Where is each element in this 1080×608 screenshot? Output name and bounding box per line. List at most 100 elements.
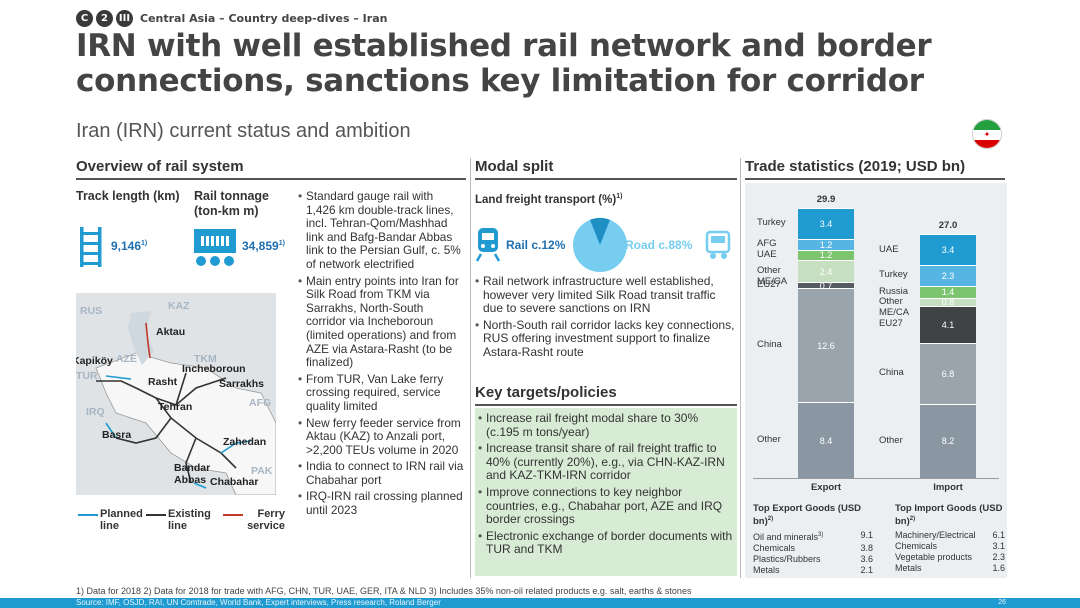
breadcrumb: C 2 III Central Asia – Country deep-dive…	[76, 9, 387, 27]
list-item: Improve connections to key neighbor coun…	[478, 485, 734, 527]
list-item: India to connect to IRN rail via Chabaha…	[298, 459, 466, 487]
list-item: Electronic exchange of border documents …	[478, 529, 734, 557]
list-item: Increase transit share of rail freight t…	[478, 441, 734, 483]
map-city: Bandar Abbas	[174, 462, 211, 486]
map-city: Zahedan	[223, 436, 267, 448]
export-segment: 3.4	[798, 208, 854, 239]
import-segment-label: Other	[879, 434, 903, 446]
freight-wagon-icon	[194, 229, 236, 266]
export-segment: 0.7	[798, 281, 854, 291]
map-country: TKM	[194, 353, 217, 365]
map-country: RUS	[80, 305, 103, 317]
top-import-goods: Top Import Goods (USD bn)2) Machinery/El…	[895, 503, 1005, 574]
map-country: IRQ	[86, 406, 105, 418]
modal-pie-chart	[573, 218, 627, 272]
top-export-goods: Top Export Goods (USD bn)2) Oil and mine…	[753, 503, 873, 576]
import-segment: 2.3	[920, 264, 976, 286]
rail-tonnage-value: 34,8591)	[242, 239, 285, 253]
import-segment-label: UAE	[879, 243, 899, 255]
map-city: Basra	[102, 429, 132, 441]
map-country: AFG	[249, 397, 272, 409]
list-item: Chemicals 3.8	[753, 543, 873, 554]
export-segment-label: EU27	[757, 279, 781, 291]
rail-tonnage-label: Rail tonnage (ton-km m)	[194, 189, 270, 218]
source-text: Source: IMF, OSJD, RAI, UN Comtrade, Wor…	[76, 598, 441, 607]
export-segment-label: Other ME/CA	[757, 265, 788, 288]
road-share-label: Road c.88%	[625, 238, 693, 252]
targets-divider	[475, 404, 737, 406]
badge-2: 2	[96, 9, 113, 27]
list-item: Standard gauge rail with 1,426 km double…	[298, 189, 466, 272]
page-title: IRN with well established rail network a…	[76, 28, 932, 99]
rail-track-icon	[80, 227, 102, 267]
legend-planned: Planned line	[100, 508, 143, 532]
export-bar: 8.4 12.6 0.7 2.4 1.2 1.2 3.4	[798, 208, 854, 478]
map-city: Chabahar	[210, 476, 259, 488]
import-segment: 0.8	[920, 297, 976, 307]
export-segment: 1.2	[798, 249, 854, 260]
targets-heading: Key targets/policies	[475, 384, 617, 401]
import-segment: 1.4	[920, 285, 976, 299]
badge-c: C	[76, 9, 93, 27]
list-item: Plastics/Rubbers 3.6	[753, 554, 873, 565]
list-item: Metals 2.1	[753, 565, 873, 576]
list-item: Increase rail freight modal share to 30%…	[478, 411, 734, 439]
rail-share-label: Rail c.12%	[506, 238, 566, 252]
list-item: Oil and minerals3) 9.1	[753, 530, 873, 543]
import-bar: 8.2 6.8 4.1 0.8 1.4 2.3 3.4	[920, 234, 976, 478]
list-item: Main entry points into Iran for Silk Roa…	[298, 274, 466, 370]
map-country: KAZ	[168, 300, 190, 312]
track-length-label: Track length (km)	[76, 189, 180, 203]
list-item: Metals 1.6	[895, 563, 1005, 574]
list-item: Vegetable products 2.3	[895, 552, 1005, 563]
iran-flag-icon: ✦	[972, 119, 1002, 149]
export-segment-label: Turkey	[757, 217, 786, 229]
import-segment: 4.1	[920, 305, 976, 343]
export-segment: 1.2	[798, 238, 854, 250]
list-item: New ferry feeder service from Aktau (KAZ…	[298, 416, 466, 458]
trade-chart: Other China EU27 Other ME/CA UAE AFG Turkey 8.4…	[745, 183, 1007, 493]
modal-divider	[475, 178, 737, 180]
map-city: Aktau	[156, 326, 186, 338]
export-segment: 8.4	[798, 402, 854, 478]
import-segment-label: Russia	[879, 285, 909, 297]
export-axis-label: Export	[810, 482, 842, 493]
map-country: PAK	[251, 465, 273, 477]
export-segment-label: UAE	[757, 248, 777, 260]
export-segment-label: Other	[757, 434, 781, 446]
list-item: North-South rail corridor lacks key conn…	[475, 318, 737, 360]
export-segment: 2.4	[798, 260, 854, 283]
import-segment-label: Turkey	[879, 269, 908, 281]
list-item: From TUR, Van Lake ferry crossing requir…	[298, 372, 466, 414]
export-segment-label: China	[757, 339, 782, 351]
trade-heading: Trade statistics (2019; USD bn)	[745, 158, 966, 175]
map-city: Rasht	[148, 376, 178, 388]
import-segment-label: China	[879, 367, 904, 379]
import-segment: 6.8	[920, 342, 976, 404]
legend-ferry: Ferry service	[247, 508, 285, 532]
truck-icon	[705, 230, 731, 259]
export-total: 29.9	[816, 194, 836, 205]
iran-rail-map: RUS KAZ AZE TKM TUR IRQ AFG PAK Aktau Ka…	[76, 293, 276, 495]
import-segment-label: Other ME/CA	[879, 295, 910, 318]
top-import-title: Top Import Goods (USD bn)2)	[895, 503, 1003, 528]
page-number: 26	[998, 599, 1006, 606]
page-subtitle: Iran (IRN) current status and ambition	[76, 120, 411, 142]
chart-axis	[753, 478, 999, 479]
column-divider	[470, 158, 471, 578]
list-item: Rail network infrastructure well establi…	[475, 274, 737, 316]
trade-divider	[745, 178, 1005, 180]
import-segment: 3.4	[920, 234, 976, 265]
modal-subheading: Land freight transport (%)1)	[475, 193, 623, 206]
import-segment-label: EU27	[879, 318, 903, 330]
overview-divider	[76, 178, 466, 180]
footnotes: 1) Data for 2018 2) Data for 2018 for tr…	[76, 586, 692, 596]
overview-heading: Overview of rail system	[76, 158, 244, 175]
map-city: Kapiköy	[76, 355, 113, 367]
column-divider	[740, 158, 741, 578]
modal-bullets: Rail network infrastructure well establi…	[475, 274, 737, 363]
map-country: TUR	[76, 370, 98, 382]
track-length-value: 9,1461)	[111, 239, 148, 253]
map-graphic	[95, 311, 276, 495]
modal-heading: Modal split	[475, 158, 554, 175]
